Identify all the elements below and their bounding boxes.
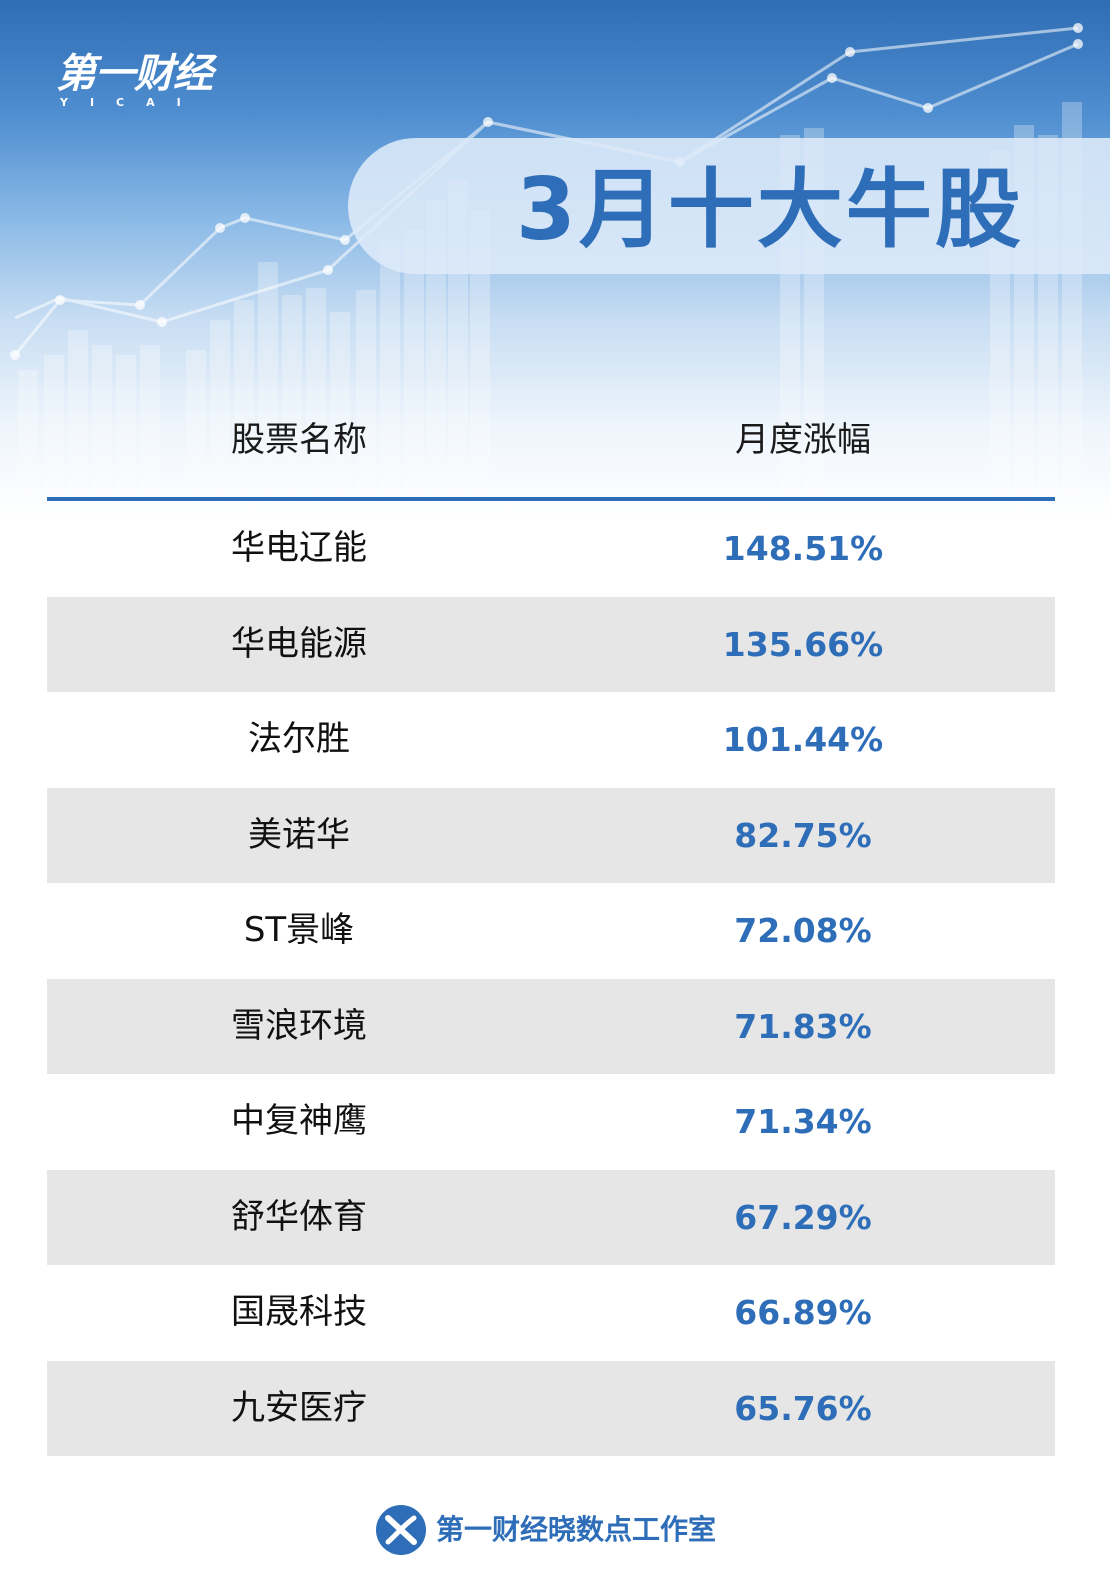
title-banner bbox=[348, 138, 1110, 274]
monthly-change: 82.75% bbox=[734, 815, 872, 855]
column-header-name: 股票名称 bbox=[231, 420, 367, 460]
monthly-change: 101.44% bbox=[722, 720, 884, 759]
stock-name: 国晟科技 bbox=[231, 1292, 367, 1332]
footer-text: 第一财经晓数点工作室 bbox=[436, 1513, 717, 1546]
table-row: 华电能源 135.66% bbox=[47, 596, 1055, 692]
monthly-change: 135.66% bbox=[722, 624, 884, 664]
stock-name: 法尔胜 bbox=[248, 719, 350, 759]
monthly-change: 148.51% bbox=[722, 529, 884, 568]
table-row: 美诺华 82.75% bbox=[47, 787, 1055, 883]
table-row: 九安医疗 65.76% bbox=[47, 1360, 1055, 1456]
stock-name: 美诺华 bbox=[248, 814, 350, 855]
table-row: 法尔胜 101.44% bbox=[47, 692, 1055, 788]
stock-name: 舒华体育 bbox=[231, 1196, 367, 1237]
footer-credit: 第一财经晓数点工作室 bbox=[370, 1500, 790, 1560]
table-row: 华电辽能 148.51% bbox=[47, 501, 1055, 597]
stock-name: 华电能源 bbox=[231, 623, 367, 664]
column-header-change: 月度涨幅 bbox=[735, 420, 871, 460]
table-row: 舒华体育 67.29% bbox=[47, 1169, 1055, 1265]
monthly-change: 67.29% bbox=[734, 1197, 872, 1237]
table-row: 中复神鹰 71.34% bbox=[47, 1074, 1055, 1170]
stock-name: 华电辽能 bbox=[231, 528, 367, 568]
studio-logo-icon bbox=[376, 1505, 426, 1555]
monthly-change: 71.83% bbox=[734, 1006, 872, 1046]
yicai-logo: 第一财经 YICAI bbox=[56, 52, 226, 112]
monthly-change: 71.34% bbox=[734, 1102, 872, 1141]
logo-english-text: YICAI bbox=[60, 96, 203, 109]
stock-name: 中复神鹰 bbox=[231, 1101, 367, 1141]
table-row: ST景峰 72.08% bbox=[47, 883, 1055, 979]
table-header: 股票名称 月度涨幅 bbox=[47, 400, 1055, 500]
stock-name: ST景峰 bbox=[243, 910, 355, 950]
stock-name: 雪浪环境 bbox=[231, 1005, 367, 1046]
monthly-change: 66.89% bbox=[734, 1293, 872, 1332]
table-row: 雪浪环境 71.83% bbox=[47, 978, 1055, 1074]
monthly-change: 72.08% bbox=[734, 911, 872, 950]
page-title: 3月十大牛股 bbox=[516, 160, 1024, 260]
stock-name: 九安医疗 bbox=[231, 1387, 367, 1428]
logo-chinese-text: 第一财经 bbox=[56, 51, 213, 97]
header-divider bbox=[47, 497, 1055, 501]
stock-table: 华电辽能 148.51% 华电能源 135.66% 法尔胜 101.44% 美诺… bbox=[47, 501, 1055, 1456]
table-row: 国晟科技 66.89% bbox=[47, 1265, 1055, 1361]
monthly-change: 65.76% bbox=[734, 1388, 872, 1428]
